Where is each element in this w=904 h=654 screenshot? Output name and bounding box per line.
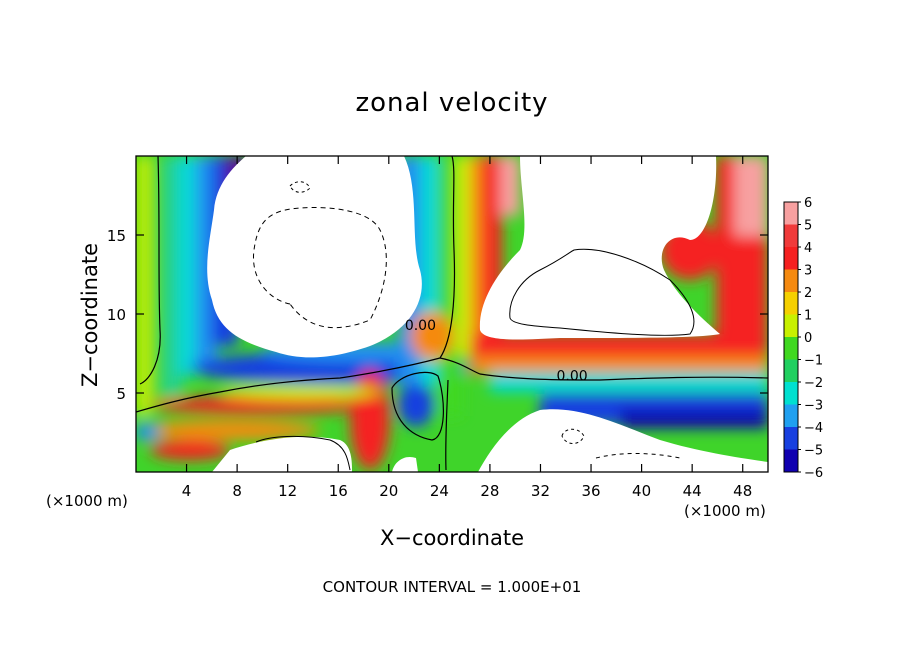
colorbar-label: −6 <box>804 466 823 481</box>
y-tick-label: 5 <box>116 385 126 403</box>
contour-interval-note: CONTOUR INTERVAL = 1.000E+01 <box>322 578 582 596</box>
colorbar-segment <box>784 427 798 450</box>
colorbar-label: 6 <box>804 196 812 211</box>
colorbar-segment <box>784 269 798 293</box>
x-tick-label: 48 <box>733 482 752 500</box>
x-tick-label: 16 <box>329 482 348 500</box>
colorbar-segment <box>784 337 798 360</box>
contour-lines <box>136 156 768 471</box>
chart-title: zonal velocity <box>355 88 549 118</box>
x-tick-label: 24 <box>430 482 449 500</box>
x-tick-label: 20 <box>379 482 398 500</box>
x-tick-label: 4 <box>182 482 192 500</box>
colorbar-segment <box>784 382 798 405</box>
velocity-field <box>136 156 768 472</box>
x-tick-label: 40 <box>632 482 651 500</box>
colorbar-segment <box>784 314 798 338</box>
y-tick-label: 15 <box>107 227 126 245</box>
colorbar-segment <box>784 449 798 473</box>
y-axis-ticks: 5 10 15 <box>107 227 768 403</box>
x-unit-label-right: (×1000 m) <box>684 502 766 520</box>
colorbar-label: −3 <box>804 399 823 414</box>
x-tick-label: 8 <box>232 482 242 500</box>
colorbar-label: 0 <box>804 331 812 346</box>
colorbar-segment <box>784 202 798 225</box>
x-tick-label: 36 <box>581 482 600 500</box>
colorbar-label: −2 <box>804 376 823 391</box>
x-tick-label: 28 <box>480 482 499 500</box>
contour-labels: 0.00 0.00 <box>405 318 588 385</box>
colorbar-label: 1 <box>804 309 812 324</box>
contour-label: 0.00 <box>556 368 587 384</box>
colorbar-label: −5 <box>804 444 823 459</box>
colorbar-label: 4 <box>804 241 812 256</box>
colorbar-segment <box>784 359 798 383</box>
x-axis-label: X−coordinate <box>380 526 524 550</box>
colorbar: 6 5 4 3 2 1 0 −1 −2 −3 −4 −5 −6 <box>783 196 823 481</box>
x-tick-label: 44 <box>683 482 702 500</box>
colorbar-segment <box>784 224 798 248</box>
y-tick-label: 10 <box>107 306 126 324</box>
colorbar-segment <box>784 247 798 270</box>
colorbar-label: −1 <box>804 354 823 369</box>
colorbar-segment <box>784 404 798 428</box>
contour-label: 0.00 <box>405 318 436 334</box>
x-unit-label-left: (×1000 m) <box>46 492 128 510</box>
colorbar-label: −4 <box>804 421 823 436</box>
x-axis-ticks: 4 8 12 16 20 24 28 32 36 40 44 48 <box>182 156 752 500</box>
x-tick-label: 32 <box>531 482 550 500</box>
x-tick-label: 12 <box>278 482 297 500</box>
colorbar-label: 3 <box>804 264 812 279</box>
colorbar-segment <box>784 292 798 315</box>
colorbar-label: 5 <box>804 219 812 234</box>
colorbar-label: 2 <box>804 286 812 301</box>
